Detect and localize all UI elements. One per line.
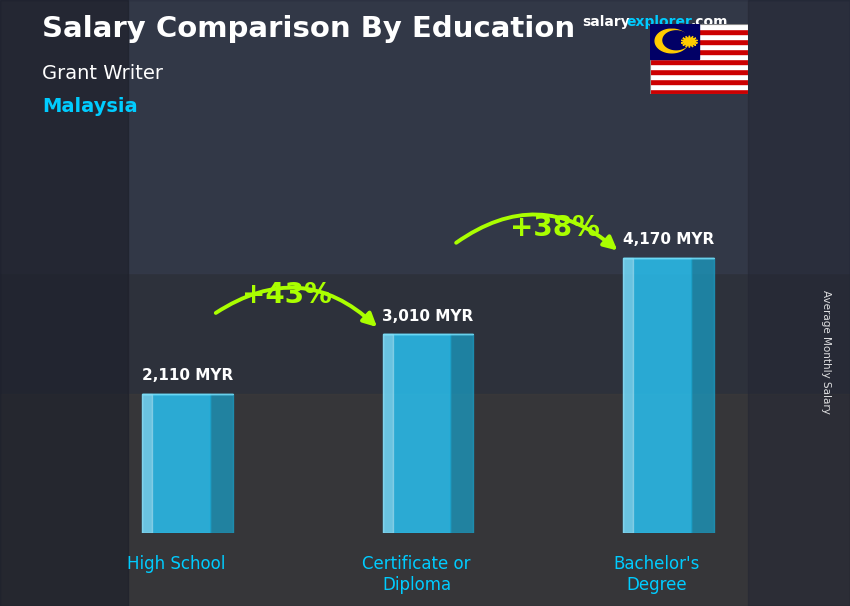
- Text: Average Monthly Salary: Average Monthly Salary: [821, 290, 831, 413]
- Text: explorer: explorer: [626, 15, 692, 29]
- Bar: [650, 64, 748, 69]
- Bar: [650, 29, 748, 34]
- Bar: [650, 84, 748, 89]
- Polygon shape: [210, 394, 233, 533]
- Bar: [748, 0, 850, 606]
- Text: Malaysia: Malaysia: [42, 97, 138, 116]
- Bar: [650, 54, 748, 59]
- Text: Salary Comparison By Education: Salary Comparison By Education: [42, 15, 575, 43]
- Bar: [650, 49, 748, 54]
- Text: 2,110 MYR: 2,110 MYR: [142, 368, 233, 383]
- Text: salary: salary: [582, 15, 630, 29]
- Bar: [650, 74, 748, 79]
- Bar: [0, 0, 850, 273]
- Text: +43%: +43%: [242, 281, 332, 308]
- Bar: [650, 69, 748, 74]
- Polygon shape: [681, 36, 698, 48]
- Text: Grant Writer: Grant Writer: [42, 64, 163, 82]
- Bar: [650, 79, 748, 84]
- Bar: [142, 394, 152, 533]
- Text: .com: .com: [690, 15, 728, 29]
- Text: +38%: +38%: [510, 214, 599, 242]
- Bar: [0, 394, 850, 606]
- Polygon shape: [450, 335, 473, 533]
- Text: 3,010 MYR: 3,010 MYR: [382, 308, 473, 324]
- Polygon shape: [655, 29, 688, 53]
- Bar: [650, 89, 748, 94]
- Bar: [382, 335, 450, 533]
- Bar: [623, 258, 691, 533]
- Bar: [650, 34, 748, 39]
- Polygon shape: [663, 31, 689, 50]
- Bar: [142, 394, 210, 533]
- Bar: [650, 59, 748, 64]
- Bar: [623, 258, 633, 533]
- Bar: [650, 24, 748, 29]
- Bar: [382, 335, 393, 533]
- Bar: [650, 44, 748, 49]
- Bar: [650, 24, 699, 59]
- Bar: [650, 39, 748, 44]
- Bar: [0, 0, 128, 606]
- Polygon shape: [691, 258, 714, 533]
- Text: 4,170 MYR: 4,170 MYR: [623, 232, 714, 247]
